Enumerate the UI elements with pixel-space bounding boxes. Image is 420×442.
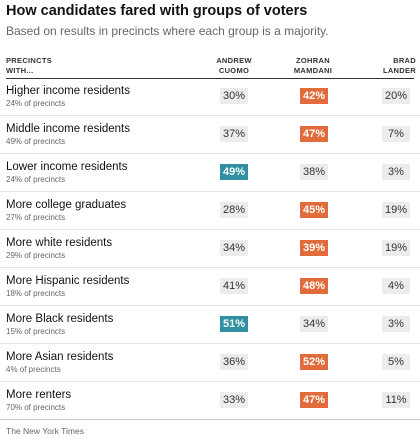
header-col-cuomo-line1: ANDREW: [216, 56, 252, 65]
row-precinct-share: 27% of precincts: [6, 213, 66, 222]
row-precinct-share: 24% of precincts: [6, 175, 66, 184]
cell-mamdani: 38%: [300, 164, 328, 180]
row-group-name: More Black residents: [6, 313, 114, 325]
table-row: Middle income residents 49% of precincts…: [0, 116, 420, 154]
source-credit: The New York Times: [6, 426, 84, 436]
table-row: Lower income residents 24% of precincts …: [0, 154, 420, 192]
row-group-name: More college graduates: [6, 199, 127, 211]
header-label: PRECINCTS WITH...: [6, 56, 86, 76]
row-group-name: Lower income residents: [6, 161, 128, 173]
row-group-name: More white residents: [6, 237, 113, 249]
header-col-mamdani: ZOHRAN MAMDANI: [273, 56, 353, 76]
table-title: How candidates fared with groups of vote…: [6, 3, 308, 19]
cell-mamdani: 47%: [300, 126, 328, 142]
table-row: More white residents 29% of precincts 34…: [0, 230, 420, 268]
row-group-name: Middle income residents: [6, 123, 131, 135]
cell-mamdani: 45%: [300, 202, 328, 218]
cell-lander: 7%: [382, 126, 410, 142]
table-row: More college graduates 27% of precincts …: [0, 192, 420, 230]
cell-lander: 19%: [382, 202, 410, 218]
header-col-mamdani-line2: MAMDANI: [293, 66, 333, 75]
row-precinct-share: 24% of precincts: [6, 99, 66, 108]
cell-cuomo: 30%: [220, 88, 248, 104]
header-col-lander: BRAD LANDER: [356, 56, 416, 76]
table-row: More renters 70% of precincts 33% 47% 11…: [0, 382, 420, 420]
header-col-cuomo: ANDREW CUOMO: [194, 56, 274, 76]
table-row: More Hispanic residents 18% of precincts…: [0, 268, 420, 306]
cell-lander: 5%: [382, 354, 410, 370]
table-row: Higher income residents 24% of precincts…: [0, 78, 420, 116]
row-precinct-share: 49% of precincts: [6, 137, 66, 146]
row-group-name: Higher income residents: [6, 85, 131, 97]
cell-cuomo: 41%: [220, 278, 248, 294]
row-precinct-share: 70% of precincts: [6, 403, 66, 412]
cell-cuomo: 51%: [220, 316, 248, 332]
table-subtitle: Based on results in precincts where each…: [6, 24, 329, 38]
table-header: PRECINCTS WITH... ANDREW CUOMO ZOHRAN MA…: [0, 56, 420, 76]
cell-mamdani: 42%: [300, 88, 328, 104]
cell-lander: 20%: [382, 88, 410, 104]
header-label-line1: PRECINCTS: [6, 56, 53, 65]
cell-mamdani: 47%: [300, 392, 328, 408]
row-group-name: More Hispanic residents: [6, 275, 130, 287]
header-label-line2: WITH...: [6, 66, 34, 75]
row-precinct-share: 4% of precincts: [6, 365, 61, 374]
cell-mamdani: 39%: [300, 240, 328, 256]
cell-cuomo: 33%: [220, 392, 248, 408]
header-col-lander-line1: BRAD: [393, 56, 416, 65]
row-group-name: More renters: [6, 389, 72, 401]
cell-lander: 11%: [382, 392, 410, 408]
cell-mamdani: 48%: [300, 278, 328, 294]
header-col-mamdani-line1: ZOHRAN: [296, 56, 330, 65]
cell-cuomo: 37%: [220, 126, 248, 142]
row-precinct-share: 15% of precincts: [6, 327, 66, 336]
cell-lander: 4%: [382, 278, 410, 294]
cell-mamdani: 34%: [300, 316, 328, 332]
table-row: More Asian residents 4% of precincts 36%…: [0, 344, 420, 382]
cell-mamdani: 52%: [300, 354, 328, 370]
cell-lander: 3%: [382, 164, 410, 180]
row-precinct-share: 29% of precincts: [6, 251, 66, 260]
cell-lander: 19%: [382, 240, 410, 256]
header-col-lander-line2: LANDER: [382, 66, 416, 75]
header-divider: [6, 78, 414, 79]
table-row: More Black residents 15% of precincts 51…: [0, 306, 420, 344]
cell-cuomo: 36%: [220, 354, 248, 370]
cell-cuomo: 49%: [220, 164, 248, 180]
cell-cuomo: 34%: [220, 240, 248, 256]
header-col-cuomo-line2: CUOMO: [218, 66, 250, 75]
cell-cuomo: 28%: [220, 202, 248, 218]
table-body: Higher income residents 24% of precincts…: [0, 78, 420, 420]
row-group-name: More Asian residents: [6, 351, 114, 363]
cell-lander: 3%: [382, 316, 410, 332]
row-precinct-share: 18% of precincts: [6, 289, 66, 298]
